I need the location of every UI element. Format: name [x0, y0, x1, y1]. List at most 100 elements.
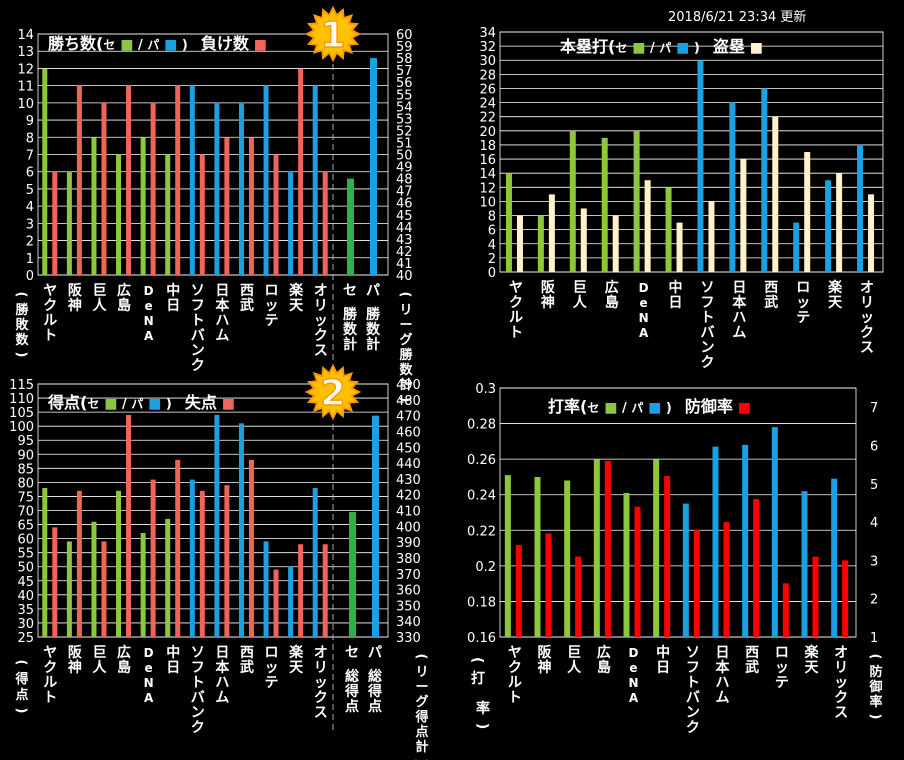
x-tick-label: 広島 [605, 279, 619, 311]
bar-wins-7 [214, 102, 220, 275]
y-tick-label: 60 [17, 533, 34, 548]
x-tick-label: 阪神 [68, 283, 83, 314]
svg-text:): ) [867, 713, 882, 719]
y2-tick-label: 360 [396, 584, 421, 599]
y-tick-label: 30 [17, 617, 34, 632]
svg-text:バ: バ [700, 325, 714, 341]
bar-runs-allowed-1 [76, 490, 82, 637]
bar-runs-allowed-11 [322, 544, 328, 637]
y-tick-label: 10 [479, 195, 496, 210]
svg-text:ロ: ロ [265, 283, 279, 299]
y-tick-label: 65 [17, 519, 34, 534]
svg-text:打: 打 [471, 670, 485, 687]
y2-tick-label: 49 [396, 161, 413, 176]
bar-steal-5 [676, 222, 683, 272]
y-tick-label: 35 [17, 603, 34, 618]
bar-runs-8 [238, 423, 244, 637]
y-tick-label: 95 [17, 434, 34, 449]
y-tick-label: 8 [488, 210, 496, 225]
x-tick-label: ロッテ [265, 645, 279, 691]
svg-text:日: 日 [166, 660, 180, 676]
svg-text:グ: グ [415, 694, 428, 710]
bar-league-runs-0 [349, 512, 356, 637]
bar-runs-5 [165, 518, 171, 637]
bar-steal-1 [548, 194, 555, 272]
league-sublabel-1: 勝数計 [366, 306, 381, 353]
y-tick-label: 2 [26, 235, 34, 250]
bar-steal-8 [772, 116, 779, 273]
svg-text:天: 天 [289, 298, 304, 314]
bar-runs-allowed-2 [101, 541, 107, 637]
bar-avg-6 [682, 503, 689, 637]
x-tick-label: 西武 [764, 280, 778, 311]
bar-era-3 [604, 460, 611, 637]
y-tick-label: 4 [488, 238, 496, 253]
svg-text:): ) [13, 351, 28, 357]
x-tick-label: 巨人 [573, 280, 588, 311]
bar-wins-8 [238, 102, 244, 275]
legend-title-2: 本塁打(セ ■ / パ ■ ) 盗塁 ■ [560, 37, 763, 56]
bar-wins-3 [116, 154, 122, 275]
svg-text:A: A [144, 329, 154, 343]
y2-tick-label: 60 [396, 28, 413, 43]
svg-text:D: D [629, 646, 639, 660]
svg-text:テ: テ [775, 675, 789, 691]
bar-steal-3 [612, 215, 619, 272]
svg-text:(: ( [13, 659, 28, 665]
y2-tick-label: 53 [396, 112, 413, 127]
y-tick-label: 0.16 [467, 631, 496, 646]
y-tick-label: 85 [17, 462, 34, 477]
svg-text:防: 防 [869, 664, 882, 680]
svg-text:ソ: ソ [191, 645, 205, 661]
y-tick-label: 18 [479, 139, 496, 154]
bar-runs-2 [91, 521, 97, 637]
y-tick-label: 0.24 [467, 489, 496, 504]
svg-text:ル: ル [509, 310, 523, 326]
bar-runs-allowed-6 [199, 490, 205, 637]
svg-text:武: 武 [240, 659, 254, 676]
svg-text:N: N [144, 314, 154, 328]
svg-text:数: 数 [399, 362, 413, 378]
svg-text:ー: ー [399, 318, 412, 333]
svg-text:計: 計 [343, 336, 357, 353]
svg-text:人: 人 [573, 294, 588, 311]
bar-wins-0 [42, 68, 48, 275]
bar-steal-7 [740, 159, 747, 272]
y2-tick-label: 47 [396, 185, 413, 200]
svg-text:中: 中 [166, 282, 180, 299]
svg-text:武: 武 [240, 297, 254, 314]
svg-text:西: 西 [240, 645, 254, 661]
bar-steal-6 [708, 201, 715, 272]
bar-runs-allowed-0 [52, 527, 58, 637]
svg-text:ク: ク [43, 660, 57, 676]
svg-text:ト: ト [508, 690, 522, 706]
svg-text:得: 得 [14, 671, 28, 687]
y2-tick-label: 410 [396, 505, 421, 520]
svg-text:(: ( [13, 291, 28, 297]
x-tick-label: 広島 [117, 282, 131, 314]
bar-avg-1 [534, 476, 541, 637]
y2-tick-label: 5 [870, 478, 878, 493]
bar-runs-7 [214, 414, 220, 637]
y2-tick-label: 59 [396, 40, 413, 55]
svg-text:中: 中 [669, 279, 683, 296]
bar-runs-allowed-3 [126, 414, 132, 637]
y2-tick-label: 330 [396, 631, 421, 646]
bar-runs-11 [312, 488, 318, 637]
svg-text:神: 神 [68, 297, 82, 314]
svg-text:ン: ン [191, 343, 205, 359]
y2-tick-label: 400 [396, 520, 421, 535]
x-tick-label: ロッテ [796, 280, 810, 326]
league-label-0: セ [345, 645, 359, 661]
league-label-1: パ [368, 645, 382, 661]
bar-avg-9 [771, 427, 778, 637]
panel-wins_losses: 0123456789101112131440414243444546474849… [17, 28, 413, 365]
bar-league-runs-1 [372, 415, 379, 637]
bar-era-10 [812, 556, 819, 637]
svg-text:ハ: ハ [732, 310, 746, 326]
chart-title: 打率(セ ■ / パ ■ ) 防御率 ■ [548, 397, 751, 416]
